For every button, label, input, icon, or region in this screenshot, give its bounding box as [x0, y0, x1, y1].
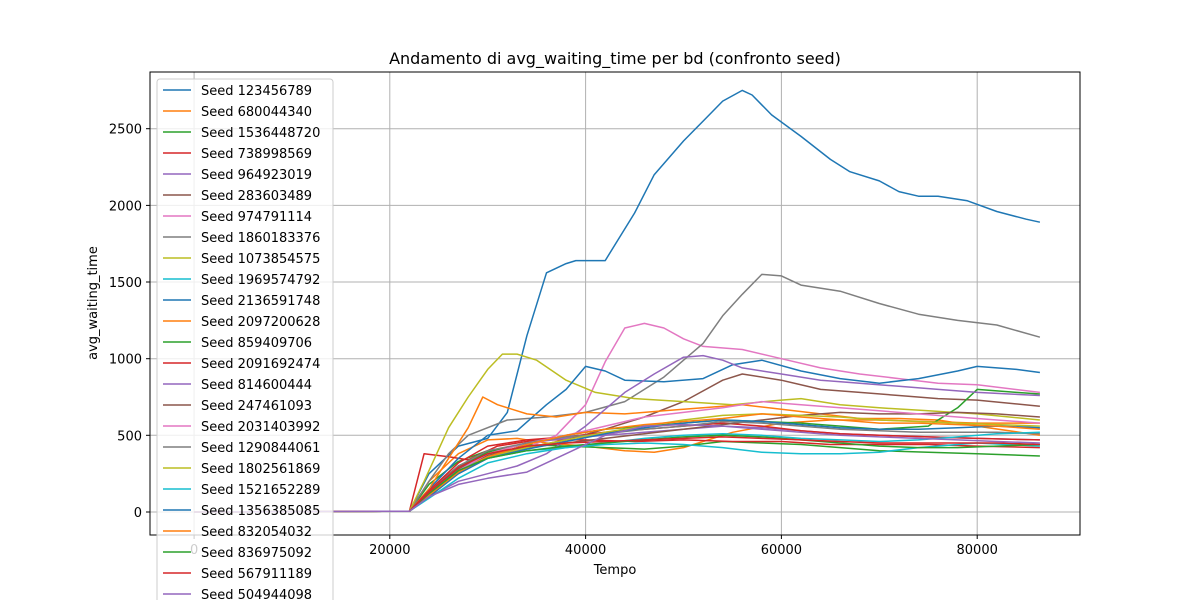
legend-entry-label: Seed 123456789	[201, 84, 312, 99]
legend-entry-label: Seed 1860183376	[201, 231, 320, 246]
legend-entry-label: Seed 1969574792	[201, 273, 320, 288]
legend-entry-label: Seed 680044340	[201, 105, 312, 120]
legend-entry-label: Seed 738998569	[201, 147, 312, 162]
x-tick-label: 80000	[957, 543, 998, 558]
axis-ticks: 0200004000060000800000500100015002000250…	[109, 123, 998, 558]
legend-entry-label: Seed 1802561869	[201, 462, 320, 477]
chart-title: Andamento di avg_waiting_time per bd (co…	[389, 49, 841, 69]
series-line-20	[194, 431, 1040, 513]
legend-entry-label: Seed 832054032	[201, 525, 312, 540]
y-tick-label: 0	[134, 506, 142, 521]
legend-entry-label: Seed 2136591748	[201, 294, 320, 309]
legend-entry-label: Seed 504944098	[201, 588, 312, 600]
series-line-12	[194, 396, 1041, 513]
series-line-18	[194, 420, 1040, 513]
y-tick-label: 1500	[109, 276, 142, 291]
series-line-11	[194, 359, 1040, 513]
legend-entry-label: Seed 1073854575	[201, 252, 320, 267]
y-tick-label: 1000	[109, 353, 142, 368]
legend-entry-label: Seed 1290844061	[201, 441, 320, 456]
series-line-8	[194, 273, 1041, 513]
legend-entry-label: Seed 974791114	[201, 210, 312, 225]
legend-entry-label: Seed 964923019	[201, 168, 312, 183]
y-tick-label: 2000	[109, 199, 142, 214]
legend-entry-label: Seed 1521652289	[201, 483, 320, 498]
series-line-24	[194, 436, 1040, 513]
series-line-9	[194, 353, 1040, 513]
y-tick-label: 2500	[109, 123, 142, 138]
y-axis-label: avg_waiting_time	[86, 246, 101, 360]
legend-entry-label: Seed 2091692474	[201, 357, 320, 372]
series-line-15	[194, 354, 1040, 513]
x-axis-label: Tempo	[593, 563, 637, 578]
plot-frame	[149, 71, 1081, 536]
legend-entry-label: Seed 2031403992	[201, 420, 320, 435]
series-line-21	[194, 419, 1040, 513]
series-line-23	[194, 434, 1040, 513]
series-line-22	[194, 413, 1040, 513]
series-line-1	[194, 89, 1041, 513]
series-line-25	[194, 423, 1040, 513]
x-tick-label: 60000	[761, 543, 802, 558]
legend-entry-label: Seed 283603489	[201, 189, 312, 204]
series-line-4	[194, 439, 1040, 513]
legend-entry-label: Seed 2097200628	[201, 315, 320, 330]
legend-entry-label: Seed 247461093	[201, 399, 312, 414]
legend-entry-label: Seed 567911189	[201, 567, 312, 582]
legend-box	[156, 78, 334, 600]
legend-entry-label: Seed 814600444	[201, 378, 312, 393]
legend: Seed 123456789 Seed 680044340 Seed 1536448…	[156, 78, 334, 600]
legend-entry-label: Seed 1356385085	[201, 504, 320, 519]
series-lines	[194, 89, 1041, 513]
x-tick-label: 20000	[369, 543, 410, 558]
legend-entry-label: Seed 836975092	[201, 546, 312, 561]
legend-entry-label: Seed 1536448720	[201, 126, 320, 141]
legend-entry-label: Seed 859409706	[201, 336, 312, 351]
y-tick-label: 500	[117, 429, 142, 444]
x-tick-label: 40000	[565, 543, 606, 558]
